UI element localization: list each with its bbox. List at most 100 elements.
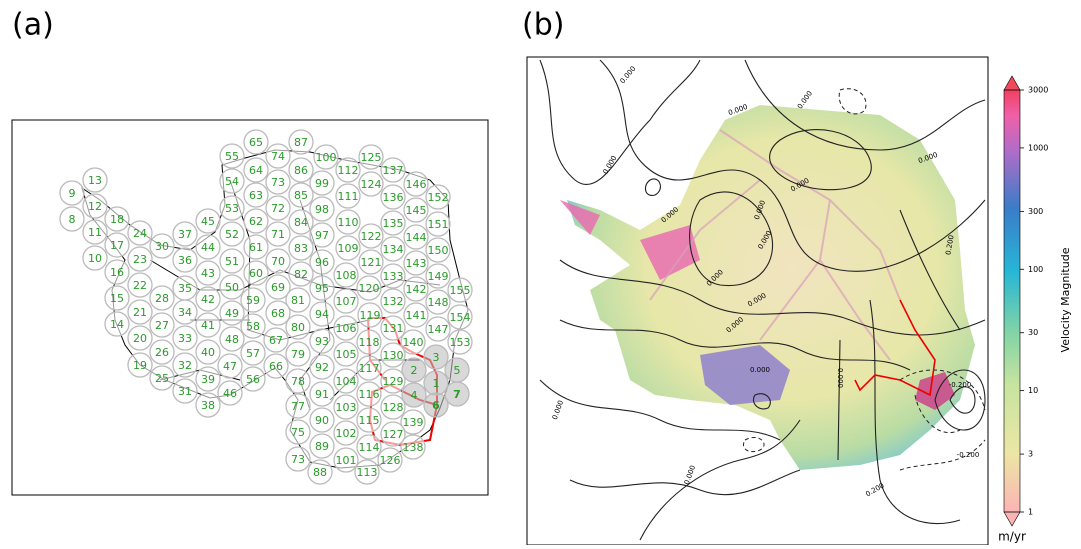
node-label: 85 <box>294 189 308 202</box>
node-label: 120 <box>359 282 380 295</box>
node-label: 110 <box>338 216 359 229</box>
node-label: 119 <box>360 309 381 322</box>
node-label: 1 <box>433 377 440 390</box>
node-label: 95 <box>315 282 329 295</box>
node-label: 124 <box>361 178 382 191</box>
node-label: 68 <box>271 307 285 320</box>
node-label: 107 <box>336 295 357 308</box>
node-label: 92 <box>315 361 329 374</box>
node-label: 2 <box>411 364 418 377</box>
colorbar-tick-label: 10 <box>1028 386 1038 395</box>
node-label: 96 <box>315 256 329 269</box>
node-label: 48 <box>225 333 239 346</box>
figure: (a) (b) 65875574100125648611213713547399… <box>0 0 1081 545</box>
node-label: 22 <box>133 279 147 292</box>
node-label: 51 <box>225 255 239 268</box>
node-label: 134 <box>383 243 404 256</box>
node-label: 86 <box>294 164 308 177</box>
node-label: 61 <box>249 241 263 254</box>
colorbar-label: Velocity Magnitude <box>1059 247 1072 352</box>
node-label: 70 <box>271 255 285 268</box>
node-label: 18 <box>110 213 124 226</box>
contour-label: 0.000 <box>796 89 814 110</box>
node-label: 143 <box>406 257 427 270</box>
node-label: 137 <box>383 164 404 177</box>
node-label: 136 <box>383 191 404 204</box>
colorbar-tick-label: 100 <box>1028 265 1043 274</box>
node-label: 102 <box>336 427 357 440</box>
contour-label: 0.000 <box>551 399 565 421</box>
node-label: 56 <box>246 373 260 386</box>
node-label: 141 <box>406 309 427 322</box>
contour-label: 0.200 <box>864 482 885 499</box>
node-label: 39 <box>201 373 215 386</box>
node-label: 43 <box>201 267 215 280</box>
node-label: 138 <box>403 441 424 454</box>
node-label: 32 <box>178 359 192 372</box>
node-label: 71 <box>271 228 285 241</box>
node-label: 19 <box>133 359 147 372</box>
node-label: 104 <box>336 375 357 388</box>
node-label: 98 <box>315 203 329 216</box>
node-label: 69 <box>271 281 285 294</box>
node-label: 4 <box>411 389 418 402</box>
node-label: 72 <box>271 202 285 215</box>
node-label: 82 <box>294 268 308 281</box>
node-label: 59 <box>246 294 260 307</box>
contour-label: 0.000 <box>836 368 844 388</box>
node-label: 91 <box>315 388 329 401</box>
node-label: 44 <box>201 241 215 254</box>
node-label: 3 <box>433 351 440 364</box>
node-label: 122 <box>361 230 382 243</box>
ice-sheet <box>567 105 975 470</box>
node-label: 66 <box>269 360 283 373</box>
contour-label: 0.000 <box>750 366 770 374</box>
node-label: 93 <box>315 335 329 348</box>
node-label: 8 <box>69 213 76 226</box>
node-label: 81 <box>291 294 305 307</box>
node-label: 111 <box>338 190 359 203</box>
node-label: 60 <box>249 267 263 280</box>
node-label: 31 <box>178 385 192 398</box>
node-label: 63 <box>249 189 263 202</box>
node-label: 26 <box>155 346 169 359</box>
node-label: 23 <box>133 253 147 266</box>
node-label: 25 <box>155 372 169 385</box>
node-label: 77 <box>291 400 305 413</box>
contour-label: 0.000 <box>618 65 637 85</box>
node-label: 89 <box>315 440 329 453</box>
node-label: 13 <box>88 174 102 187</box>
node-label: 112 <box>338 164 359 177</box>
colorbar-ticks: 13103010030010003000 <box>1020 86 1048 517</box>
contour-label: -0.200 <box>949 381 972 389</box>
node-label: 30 <box>155 240 169 253</box>
node-label: 87 <box>294 136 308 149</box>
node-label: 75 <box>291 426 305 439</box>
node-label: 125 <box>361 151 382 164</box>
node-label: 80 <box>291 321 305 334</box>
node-label: 55 <box>225 150 239 163</box>
node-label: 128 <box>383 401 404 414</box>
node-label: 49 <box>225 307 239 320</box>
node-label: 35 <box>178 282 192 295</box>
node-label: 46 <box>223 387 237 400</box>
node-label: 10 <box>88 252 102 265</box>
node-label: 130 <box>383 349 404 362</box>
contour-label: 0.000 <box>683 464 697 486</box>
node-label: 50 <box>225 281 239 294</box>
node-label: 33 <box>178 332 192 345</box>
node-label: 58 <box>246 320 260 333</box>
node-label: 140 <box>403 336 424 349</box>
node-label: 74 <box>271 150 285 163</box>
node-label: 100 <box>316 151 337 164</box>
contour-label: 0.000 <box>602 154 619 175</box>
panel-label: (a) <box>12 8 54 43</box>
node-label: 45 <box>201 215 215 228</box>
node-label: 37 <box>178 228 192 241</box>
node-label: 54 <box>225 175 239 188</box>
node-label: 106 <box>336 322 357 335</box>
node-label: 150 <box>428 244 449 257</box>
node-label: 67 <box>269 334 283 347</box>
colorbar-unit: m/yr <box>998 530 1026 544</box>
node-label: 34 <box>178 306 192 319</box>
